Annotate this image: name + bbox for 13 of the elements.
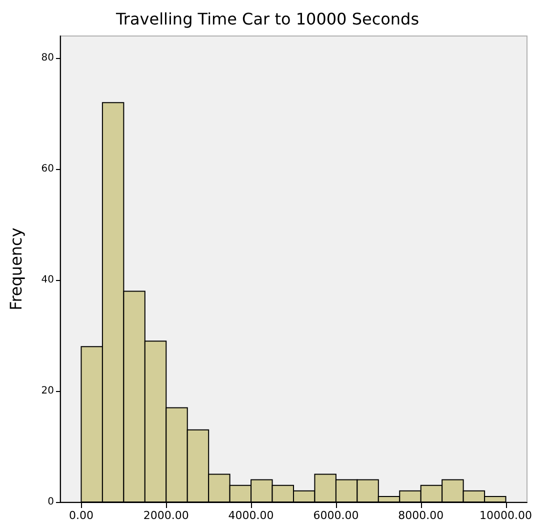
x-tick-label: 2000.00 (143, 509, 189, 522)
x-tick-label: 10000.00 (480, 509, 532, 522)
x-tick-label: 8000.00 (398, 509, 444, 522)
y-axis-title: Frequency (6, 228, 26, 310)
y-tick-label: 0 (48, 496, 54, 508)
chart-title: Travelling Time Car to 10000 Seconds (114, 10, 420, 28)
y-tick-label: 40 (41, 274, 54, 286)
x-tick-label: 6000.00 (313, 509, 359, 522)
y-tick-label: 20 (41, 386, 54, 397)
x-tick-label: 4000.00 (228, 509, 274, 522)
y-tick-label: 60 (41, 164, 54, 175)
x-tick-label: 0.00 (68, 509, 94, 522)
y-tick-label: 80 (41, 52, 54, 64)
